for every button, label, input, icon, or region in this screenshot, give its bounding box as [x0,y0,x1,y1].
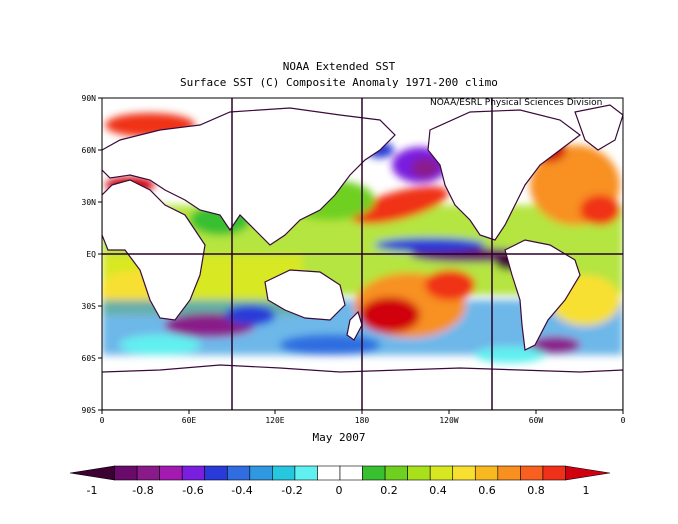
grid-lines [102,98,623,410]
south-indian-blue [225,305,275,325]
colorbar-swatch [114,465,138,481]
colorbar-swatch [181,465,206,481]
colorbar-label: -0.4 [231,484,253,497]
colorbar-label: 0.2 [380,484,398,497]
colorbar-swatch [294,465,318,481]
colorbar-swatch [317,465,341,481]
australia [264,269,346,321]
lon-label-180: 180 [354,416,370,425]
colorbar-swatch [407,465,431,481]
colorbar-swatch [272,465,296,481]
colorbar-swatch [159,465,183,481]
cold-tongue-north [375,238,485,252]
colorbar-label: -0.8 [132,484,154,497]
north-america [427,109,581,241]
colorbar-label: -1 [86,484,98,497]
north-pacific-warm [351,186,449,224]
colorbar-label: 0.4 [429,484,447,497]
colorbar-label: 0.8 [527,484,545,497]
south-pacific-hot [360,297,420,333]
colorbar-swatch [520,465,544,481]
lat-label-90n: 90N [81,94,96,103]
lat-label-eq: EQ [86,250,96,259]
colorbar-label: -0.2 [281,484,303,497]
colorbar-swatch [474,465,499,481]
lat-label-30n: 30N [81,198,96,207]
colorbar-label: 0.6 [478,484,496,497]
atlantic-red [580,195,620,225]
lon-label-0: 0 [99,416,105,425]
date-label: May 2007 [312,431,366,444]
lat-label-90s: 90S [81,406,96,415]
colorbar-swatch [384,465,408,481]
drake-cyan [475,347,545,363]
lat-label-30s: 30S [81,302,96,311]
lon-label-120e: 120E [265,416,285,425]
colorbar-label: -0.6 [182,484,204,497]
lon-label-60e: 60E [181,416,197,425]
lat-label-60n: 60N [81,146,96,155]
lon-label-60w: 60W [528,416,544,425]
colorbar-swatch [226,465,251,481]
axis-ticks [98,97,624,414]
map-subtitle: Surface SST (C) Composite Anomaly 1971-2… [180,76,498,89]
map-title: NOAA Extended SST [282,60,396,73]
credit-label: NOAA/ESRL Physical Sciences Division [430,98,603,108]
eurasia [102,107,396,246]
colorbar-swatch [497,465,521,481]
tasman-blue [280,335,380,355]
colorbar-label: 0 [335,484,343,497]
colorbar-swatch [136,465,160,481]
alaska-cold-core [411,158,439,178]
south-pacific-red [425,270,475,300]
colorbar-swatch [542,465,566,481]
colorbar-swatch [429,465,454,481]
colorbar-swatch [339,465,363,481]
colorbar-swatch [69,465,115,481]
colorbar-label: 1 [582,484,590,497]
greenland [574,104,623,151]
colorbar-swatch [249,465,273,481]
southern-cyan [120,335,200,355]
colorbar [69,465,611,481]
colorbar-swatch [565,465,611,481]
lon-label-120w: 120W [439,416,459,425]
colorbar-swatch [362,465,386,481]
lon-label-0-east: 0 [620,416,626,425]
argentine-cold [530,337,580,353]
south-america [504,239,581,351]
new-zealand [346,310,363,341]
colorbar-swatch [452,465,476,481]
africa [102,179,206,321]
lat-label-60s: 60S [81,354,96,363]
colorbar-swatch [204,465,228,481]
